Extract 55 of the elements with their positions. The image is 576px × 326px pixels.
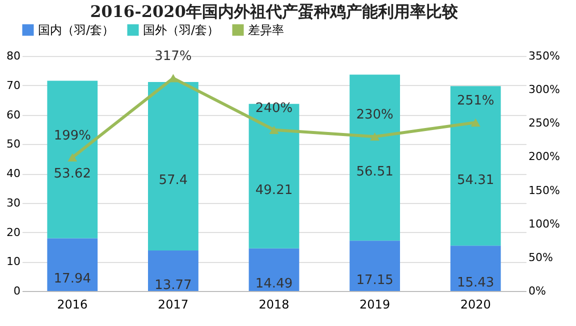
point bbox=[269, 126, 279, 134]
data-label: 17.94 bbox=[54, 272, 92, 287]
x-tick-label: 2018 bbox=[258, 298, 290, 312]
bar bbox=[350, 74, 400, 241]
y2-tick-label: 0% bbox=[528, 284, 546, 298]
bar bbox=[450, 246, 501, 291]
legend-label: 国外（羽/套） bbox=[143, 23, 220, 37]
y2-tick-label: 50% bbox=[528, 250, 553, 264]
bar bbox=[450, 86, 501, 246]
chart-title: 2016-2020年国内外祖代产蛋种鸡产能利用率比较 bbox=[90, 2, 459, 21]
data-label: 240% bbox=[255, 100, 293, 116]
data-label: 14.49 bbox=[255, 276, 293, 292]
data-label: 54.31 bbox=[456, 172, 494, 188]
y-tick-label: 30 bbox=[6, 196, 20, 210]
y2-tick-label: 200% bbox=[528, 150, 560, 164]
bar bbox=[248, 104, 300, 248]
data-label: 53.62 bbox=[54, 166, 92, 182]
legend-label: 差异率 bbox=[248, 23, 284, 37]
y2-tick-label: 300% bbox=[528, 83, 560, 96]
y-tick-label: 20 bbox=[6, 226, 20, 239]
point bbox=[470, 118, 480, 127]
y2-tick-label: 150% bbox=[528, 184, 560, 197]
y-tick-label: 60 bbox=[6, 108, 20, 122]
data-label: 57.4 bbox=[158, 173, 188, 188]
point bbox=[68, 153, 78, 162]
y-tick-label: 50 bbox=[6, 138, 20, 151]
data-label: 49.21 bbox=[255, 183, 293, 198]
bar bbox=[248, 248, 300, 291]
x-tick-label: 2020 bbox=[460, 298, 491, 312]
y-tick-label: 70 bbox=[6, 78, 20, 92]
y-tick-label: 0 bbox=[14, 284, 20, 298]
bar bbox=[350, 240, 400, 291]
bar bbox=[47, 80, 98, 238]
data-label: 230% bbox=[356, 108, 394, 123]
data-label: 13.77 bbox=[154, 278, 192, 293]
data-label: 199% bbox=[54, 128, 91, 144]
data-label: 17.15 bbox=[356, 272, 394, 288]
y2-tick-label: 100% bbox=[528, 217, 560, 230]
legend-label: 国内（羽/套） bbox=[38, 23, 114, 37]
point bbox=[370, 132, 380, 141]
bar bbox=[148, 82, 198, 251]
data-label: 15.43 bbox=[456, 275, 494, 290]
data-label: 317% bbox=[154, 49, 192, 64]
x-tick-label: 2017 bbox=[158, 298, 188, 312]
x-tick-label: 2016 bbox=[57, 298, 88, 312]
bar bbox=[148, 250, 198, 291]
y2-tick-label: 250% bbox=[528, 116, 560, 130]
y-tick-label: 10 bbox=[6, 255, 20, 268]
y-tick-label: 40 bbox=[6, 167, 20, 180]
x-tick-label: 2019 bbox=[360, 298, 390, 312]
y2-tick-label: 350% bbox=[528, 50, 560, 62]
bar bbox=[47, 238, 98, 291]
data-label: 56.51 bbox=[356, 164, 394, 180]
data-label: 251% bbox=[457, 93, 494, 108]
y-tick-label: 80 bbox=[6, 50, 20, 62]
